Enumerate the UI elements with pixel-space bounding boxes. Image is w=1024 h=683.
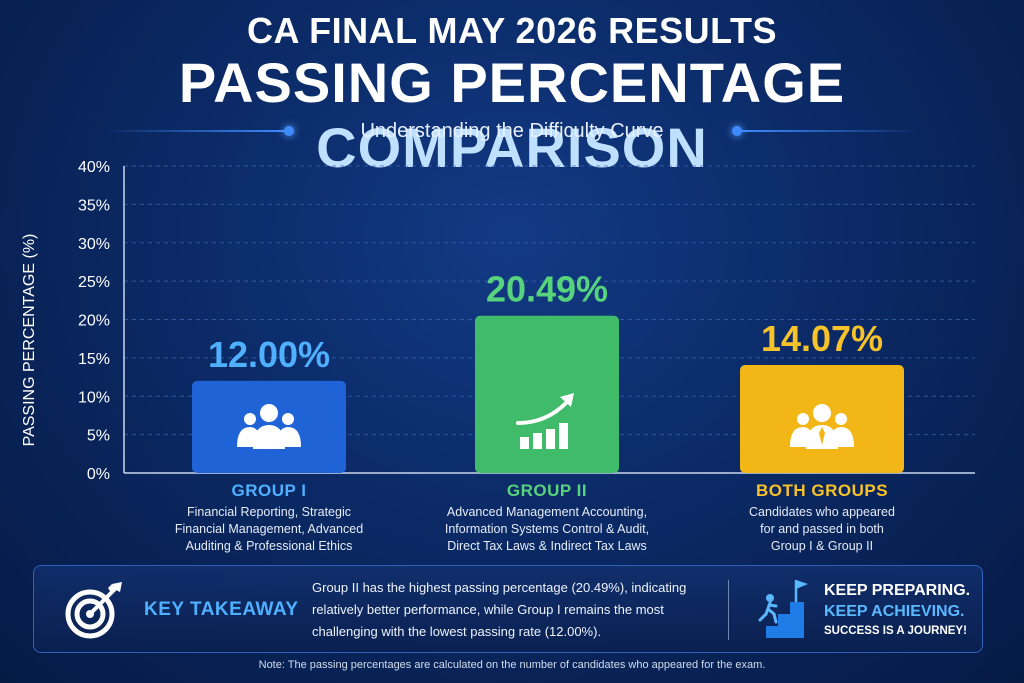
footnote: Note: The passing percentages are calcul… bbox=[258, 659, 766, 671]
target-icon bbox=[65, 582, 122, 639]
top-title: CA FINAL MAY 2026 RESULTS bbox=[247, 10, 777, 51]
stairs-flag-icon bbox=[752, 580, 808, 638]
description-line: Financial Management, Advanced bbox=[174, 522, 364, 536]
group-icon bbox=[237, 404, 301, 449]
key-takeaway-label: KEY TAKEAWAY bbox=[144, 599, 299, 620]
description-line: Candidates who appeared bbox=[749, 505, 895, 519]
y-tick-label: 30% bbox=[78, 236, 110, 253]
y-tick-label: 15% bbox=[78, 351, 110, 368]
bar-value-label: 20.49% bbox=[486, 269, 608, 310]
category-group-2: GROUP II Advanced Management Accounting,… bbox=[397, 481, 697, 555]
category-title: GROUP II bbox=[506, 481, 588, 500]
subtitle: Understanding the Difficulty Curve bbox=[360, 120, 664, 142]
y-tick-label: 40% bbox=[78, 159, 110, 176]
subtitle-line-right bbox=[740, 130, 920, 132]
category-title: GROUP I bbox=[231, 481, 307, 500]
bar-value-label: 14.07% bbox=[761, 318, 883, 359]
divider bbox=[728, 580, 729, 640]
growth-chart-icon bbox=[516, 393, 574, 449]
main-title: PASSING PERCENTAGE COMPARISON bbox=[0, 50, 1024, 180]
y-tick-label: 5% bbox=[87, 428, 110, 445]
description-line: Advanced Management Accounting, bbox=[446, 505, 648, 519]
subtitle-dot-right bbox=[732, 126, 742, 136]
y-tick-label: 20% bbox=[78, 313, 110, 330]
keep-achieving-text: KEEP ACHIEVING. bbox=[824, 603, 965, 620]
main-title-part2: COMPARISON bbox=[316, 116, 708, 179]
y-tick-label: 0% bbox=[87, 466, 110, 480]
y-tick-label: 35% bbox=[78, 197, 110, 214]
key-takeaway-text: Group II has the highest passing percent… bbox=[312, 580, 687, 639]
description-line: Financial Reporting, Strategic bbox=[187, 505, 351, 519]
category-both-groups: BOTH GROUPS Candidates who appeared for … bbox=[672, 481, 972, 555]
y-tick-label: 25% bbox=[78, 274, 110, 291]
keep-preparing-text: KEEP PREPARING. bbox=[824, 582, 971, 599]
bar-chart: 0% 5% 10% 15% 20% 25% 30% 35% 40% 12.00% 20.49% 14.… bbox=[78, 159, 975, 480]
subtitle-line-left bbox=[104, 130, 289, 132]
bar bbox=[475, 315, 619, 473]
subtitle-dot-left bbox=[284, 126, 294, 136]
category-group-1: GROUP I Financial Reporting, Strategic F… bbox=[119, 481, 419, 555]
description-line: Group I & Group II bbox=[770, 539, 874, 553]
subtitle-row: Understanding the Difficulty Curve bbox=[0, 118, 1024, 144]
bar-group bbox=[475, 315, 619, 473]
description-line: for and passed in both bbox=[760, 522, 884, 536]
category-title: BOTH GROUPS bbox=[755, 481, 889, 500]
category-description: Advanced Management Accounting, Informat… bbox=[397, 504, 697, 555]
bar-value-label: 12.00% bbox=[208, 334, 330, 375]
team-leader-icon bbox=[790, 404, 854, 449]
description-line: Direct Tax Laws & Indirect Tax Laws bbox=[447, 539, 647, 553]
main-title-part1: PASSING PERCENTAGE bbox=[178, 51, 846, 114]
description-line: Auditing & Professional Ethics bbox=[185, 539, 353, 553]
success-journey-text: SUCCESS IS A JOURNEY! bbox=[824, 625, 967, 637]
description-line: Information Systems Control & Audit, bbox=[444, 522, 650, 536]
key-takeaway-panel: KEY TAKEAWAY Group II has the highest pa… bbox=[33, 565, 983, 653]
category-description: Financial Reporting, Strategic Financial… bbox=[119, 504, 419, 555]
category-description: Candidates who appeared for and passed i… bbox=[672, 504, 972, 555]
y-tick-label: 10% bbox=[78, 389, 110, 406]
